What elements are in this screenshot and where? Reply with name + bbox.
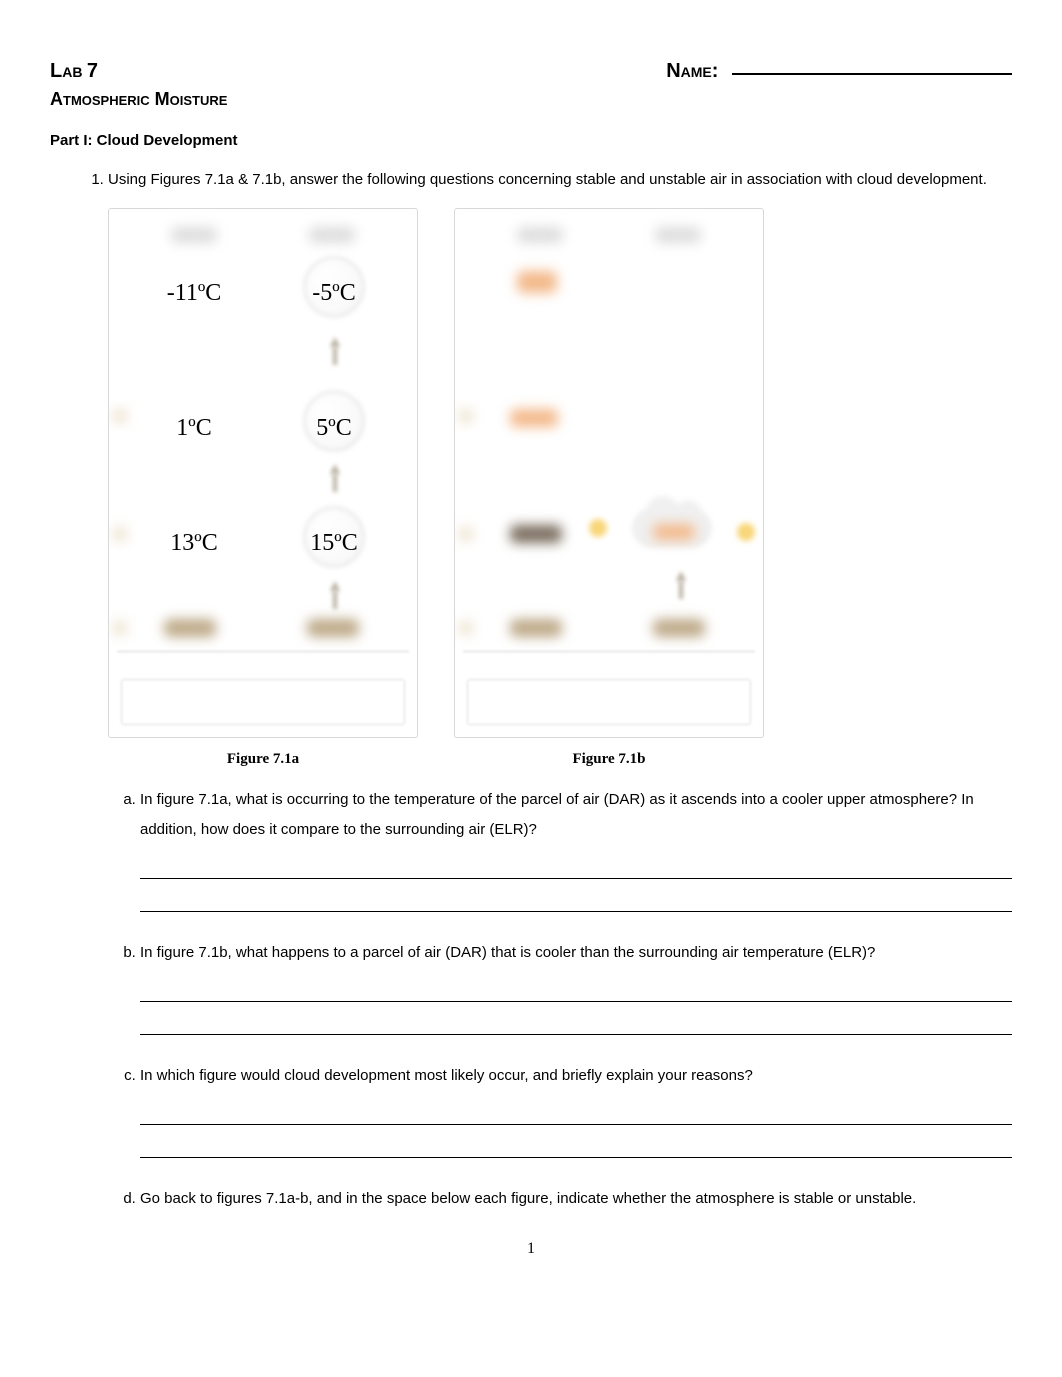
ground-line [117,651,409,652]
arrow-up-icon [330,581,340,591]
dar-header-smudge [309,227,355,243]
figure-7-1b-caption: Figure 7.1b [572,744,645,775]
subtitle: Atmospheric Moisture [50,89,1012,110]
sub-q-b: In figure 7.1b, what happens to a parcel… [140,938,1012,1035]
page-number: 1 [50,1240,1012,1258]
dar-header-smudge [655,227,701,243]
sub-q-d-text: Go back to figures 7.1a-b, and in the sp… [140,1190,916,1207]
surface-temp-r [307,619,359,637]
temp-a-r2: 15ºC [289,519,379,568]
surface-temp-l [510,619,562,637]
answer-line[interactable] [140,1137,1012,1158]
arrow-stem [333,347,337,365]
ground-line [463,651,755,652]
answer-line[interactable] [140,1104,1012,1125]
sun-icon [589,519,607,537]
part-title: Part I: Cloud Development [50,132,1012,149]
question-1: Using Figures 7.1a & 7.1b, answer the fo… [108,165,1012,1214]
main-list: Using Figures 7.1a & 7.1b, answer the fo… [50,165,1012,1214]
elr-header-smudge [517,227,563,243]
stability-input-box-b[interactable] [467,679,751,725]
sub-q-c: In which figure would cloud development … [140,1061,1012,1158]
figure-7-1a: -11ºC -5ºC 1ºC 5ºC 13ºC 15ºC [108,208,418,738]
answer-line[interactable] [140,891,1012,912]
figure-7-1a-col: -11ºC -5ºC 1ºC 5ºC 13ºC 15ºC [108,208,418,775]
temp-b-l0 [517,271,557,293]
answer-line[interactable] [140,858,1012,879]
alt-tick-2 [113,527,127,541]
answer-line[interactable] [140,981,1012,1002]
stability-input-box-a[interactable] [121,679,405,725]
arrow-stem [679,581,683,599]
sub-q-d: Go back to figures 7.1a-b, and in the sp… [140,1184,1012,1215]
alt-tick-1 [459,409,473,423]
alt-tick-1 [113,409,127,423]
temp-b-l2 [510,525,562,543]
temp-a-l1: 1ºC [149,404,239,453]
lab-number: 7 [87,60,98,82]
temp-b-r2 [653,524,695,540]
sun-icon [737,523,755,541]
sub-q-b-text: In figure 7.1b, what happens to a parcel… [140,944,875,961]
sub-q-c-text: In which figure would cloud development … [140,1067,753,1084]
temp-a-r1: 5ºC [289,404,379,453]
arrow-up-icon [330,337,340,347]
arrow-stem [333,474,337,492]
sub-q-a-text: In figure 7.1a, what is occurring to the… [140,791,974,839]
figure-7-1a-caption: Figure 7.1a [227,744,299,775]
answer-line[interactable] [140,1014,1012,1035]
arrow-up-icon [330,464,340,474]
lab-title-block: Lab 7 [50,60,98,83]
alt-tick-2 [459,527,473,541]
temp-b-l1 [510,409,558,427]
surface-temp-l [164,619,216,637]
arrow-up-icon [676,571,686,581]
q1-prompt: Using Figures 7.1a & 7.1b, answer the fo… [108,171,987,188]
header: Lab 7 Name: [50,60,1012,83]
temp-a-r0: -5ºC [289,269,379,318]
name-label: Name: [666,60,718,82]
figures-row: -11ºC -5ºC 1ºC 5ºC 13ºC 15ºC [108,208,1012,775]
surface-temp-r [653,619,705,637]
lab-label: Lab [50,60,82,82]
sub-q-a: In figure 7.1a, what is occurring to the… [140,785,1012,913]
name-input-line[interactable] [732,73,1012,75]
alt-tick-3 [113,621,127,635]
sub-questions: In figure 7.1a, what is occurring to the… [108,785,1012,1215]
alt-tick-3 [459,621,473,635]
name-field: Name: [666,60,1012,83]
figure-7-1b [454,208,764,738]
arrow-stem [333,591,337,609]
figure-7-1b-col: Figure 7.1b [454,208,764,775]
temp-a-l2: 13ºC [149,519,239,568]
elr-header-smudge [171,227,217,243]
temp-a-l0: -11ºC [149,269,239,318]
